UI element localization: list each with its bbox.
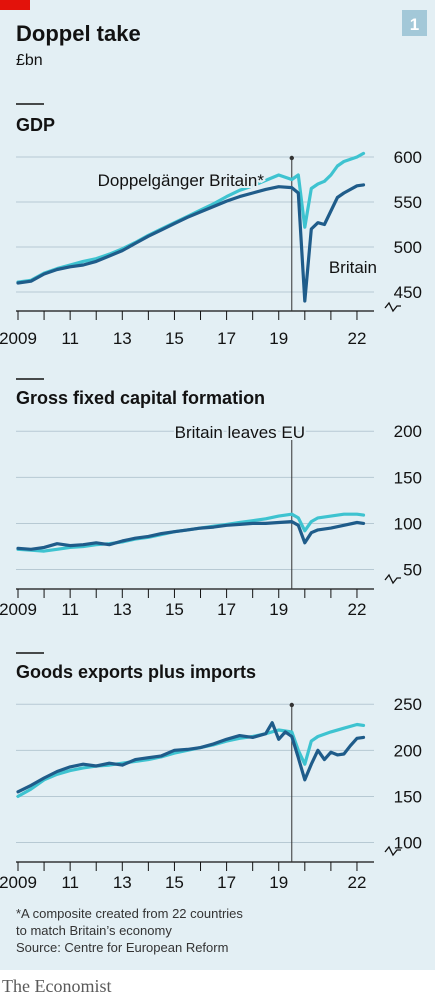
chart-card — [0, 0, 435, 970]
annotation-label: Britain leaves EU — [175, 423, 305, 442]
x-tick-label: 22 — [348, 600, 367, 619]
panel-3: Goods exports plus imports 100 150 200 250 20… — [0, 652, 422, 892]
panel-1: GDP 450 500 550 600 2009 11 13 15 17 19 22 Doppelgän… — [0, 103, 422, 348]
x-tick-label: 19 — [269, 873, 288, 892]
y-tick-label: 100 — [394, 834, 422, 853]
y-tick-label: 250 — [394, 695, 422, 714]
x-tick-label: 2009 — [0, 873, 37, 892]
axis-break-symbol — [384, 301, 401, 313]
chart-number-box — [402, 10, 427, 36]
brand-logo: The Economist — [2, 976, 112, 996]
footnote-line1: *A composite created from 22 countries — [16, 906, 243, 921]
y-tick-label: 100 — [394, 514, 422, 533]
x-tick-label: 19 — [269, 600, 288, 619]
panel-title: Goods exports plus imports — [16, 662, 256, 682]
chart-svg: 1 Doppel take £bn GDP 450 500 550 600 2009 11 1… — [0, 0, 427, 955]
x-tick-label: 15 — [165, 329, 184, 348]
brexit-marker-dot — [289, 155, 294, 161]
accent-red-tag — [0, 0, 30, 10]
x-tick-label: 17 — [217, 873, 236, 892]
x-tick-label: 11 — [61, 873, 79, 892]
footnote-line2: to match Britain’s economy — [16, 923, 172, 938]
panel-2: Gross fixed capital formation 50 100 150 200… — [0, 378, 422, 619]
x-tick-label: 13 — [113, 873, 132, 892]
panels: GDP 450 500 550 600 2009 11 13 15 17 19 22 Doppelgän… — [0, 103, 422, 892]
x-tick-label: 19 — [269, 329, 288, 348]
y-tick-label: 550 — [394, 193, 422, 212]
y-tick-label: 450 — [394, 283, 422, 302]
panel-title: GDP — [16, 115, 55, 135]
series-line-doppelganger — [16, 151, 366, 284]
brexit-marker-dot — [289, 429, 294, 435]
source-note: Source: Centre for European Reform — [16, 940, 228, 955]
y-tick-label: 600 — [394, 148, 422, 167]
x-tick-label: 13 — [113, 600, 132, 619]
y-tick-label: 150 — [394, 787, 422, 806]
x-tick-label: 22 — [348, 329, 367, 348]
y-tick-label: 200 — [394, 741, 422, 760]
annotation-label: Doppelgänger Britain* — [98, 171, 265, 190]
series-line-britain — [16, 519, 366, 551]
axis-break-symbol — [384, 573, 401, 585]
x-tick-label: 13 — [113, 329, 132, 348]
y-tick-label: 50 — [403, 561, 422, 580]
page-title: Doppel take — [16, 21, 141, 46]
series-line-britain — [16, 183, 366, 303]
x-tick-label: 17 — [217, 329, 236, 348]
axis-break-symbol — [384, 845, 401, 857]
x-tick-label: 2009 — [0, 600, 37, 619]
annotation-label: Britain — [329, 258, 377, 277]
footer — [0, 970, 435, 1000]
x-tick-label: 11 — [61, 600, 79, 619]
x-tick-label: 15 — [165, 873, 184, 892]
page-subtitle: £bn — [16, 52, 43, 69]
x-tick-label: 22 — [348, 873, 367, 892]
series-line-britain — [16, 721, 366, 794]
y-tick-label: 200 — [394, 422, 422, 441]
y-tick-label: 150 — [394, 468, 422, 487]
panel-title: Gross fixed capital formation — [16, 388, 265, 408]
y-tick-label: 500 — [394, 238, 422, 257]
x-tick-label: 15 — [165, 600, 184, 619]
brexit-marker-dot — [289, 702, 294, 708]
x-tick-label: 2009 — [0, 329, 37, 348]
chart-number: 1 — [410, 15, 419, 34]
x-tick-label: 11 — [61, 329, 79, 348]
x-tick-label: 17 — [217, 600, 236, 619]
